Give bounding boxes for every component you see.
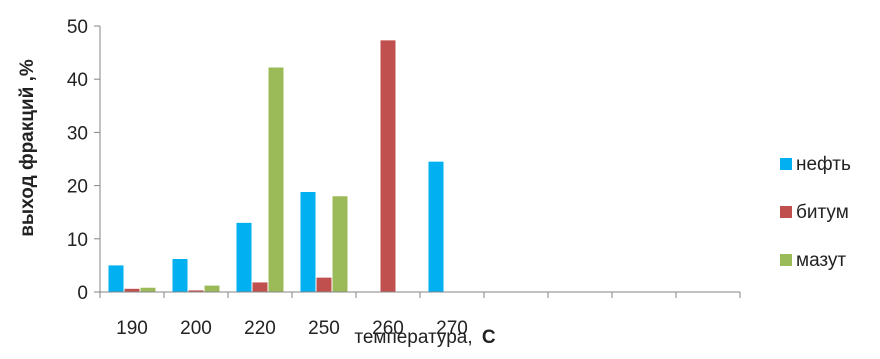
legend-swatch-мазут bbox=[780, 254, 792, 266]
legend-label-нефть: нефть bbox=[796, 154, 851, 175]
x-axis-title: температура, С bbox=[354, 327, 496, 348]
y-axis-title: выход фракций ,% bbox=[17, 59, 38, 237]
bar-битум-250 bbox=[316, 277, 332, 292]
bar-мазут-200 bbox=[204, 285, 220, 292]
bar-нефть-270 bbox=[428, 161, 444, 292]
legend-swatch-битум bbox=[780, 206, 792, 218]
x-tick-label: 250 bbox=[308, 318, 340, 339]
y-tick-label: 0 bbox=[77, 283, 88, 304]
legend-label-битум: битум bbox=[796, 202, 849, 223]
plot-area: 0 10 20 30 40 50 190 200 220 250 260 270 bbox=[67, 17, 741, 339]
bar-нефть-200 bbox=[172, 259, 188, 292]
bar-битум-220 bbox=[252, 282, 268, 292]
legend-swatch-нефть bbox=[780, 158, 792, 170]
bar-битум-260 bbox=[380, 40, 396, 292]
x-axis-title-label: температура, bbox=[354, 327, 472, 348]
bar-нефть-250 bbox=[300, 191, 316, 292]
y-tick-label: 50 bbox=[67, 17, 88, 38]
x-tick-label: 270 bbox=[436, 318, 468, 339]
y-tick-label: 40 bbox=[67, 70, 88, 91]
legend-label-мазут: мазут bbox=[796, 250, 846, 271]
x-tick-label: 260 bbox=[372, 318, 404, 339]
bar-битум-190 bbox=[124, 288, 140, 292]
bar-мазут-220 bbox=[268, 67, 284, 292]
x-tick-label: 190 bbox=[116, 318, 148, 339]
bar-мазут-250 bbox=[332, 196, 348, 292]
bar-битум-200 bbox=[188, 290, 204, 292]
x-tick-label: 220 bbox=[244, 318, 276, 339]
bar-нефть-220 bbox=[236, 222, 252, 292]
x-tick-label: 200 bbox=[180, 318, 212, 339]
bar-нефть-190 bbox=[108, 265, 124, 292]
y-tick-label: 30 bbox=[67, 123, 88, 144]
y-tick-label: 10 bbox=[67, 230, 88, 251]
y-axis-title-group: выход фракций ,% bbox=[17, 59, 38, 237]
y-tick-label: 20 bbox=[67, 177, 88, 198]
bar-мазут-190 bbox=[140, 287, 156, 292]
legend: нефть битум мазут bbox=[780, 154, 851, 271]
x-axis-title-unit: С bbox=[482, 327, 496, 348]
